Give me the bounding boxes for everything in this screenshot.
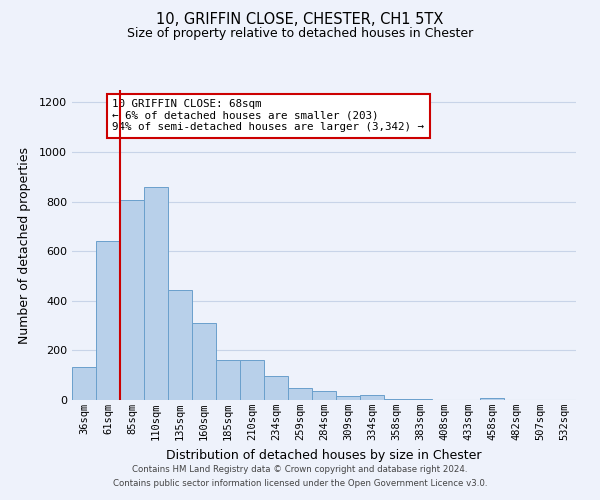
Bar (408, 399, 432, 400)
Bar (360, 394, 384, 400)
Bar (264, 376, 288, 400)
Text: 10 GRIFFIN CLOSE: 68sqm
← 6% of detached houses are smaller (203)
94% of semi-de: 10 GRIFFIN CLOSE: 68sqm ← 6% of detached… (112, 100, 424, 132)
Bar (144, 186, 168, 400)
Bar (288, 388, 312, 400)
Bar (216, 360, 240, 400)
Bar (336, 396, 360, 400)
Bar (384, 399, 408, 400)
X-axis label: Distribution of detached houses by size in Chester: Distribution of detached houses by size … (166, 448, 482, 462)
Bar (96, 242, 120, 400)
Text: 10, GRIFFIN CLOSE, CHESTER, CH1 5TX: 10, GRIFFIN CLOSE, CHESTER, CH1 5TX (157, 12, 443, 28)
Bar (72, 366, 96, 400)
Bar (192, 323, 216, 400)
Bar (480, 398, 504, 400)
Bar (312, 391, 336, 400)
Text: Size of property relative to detached houses in Chester: Size of property relative to detached ho… (127, 28, 473, 40)
Y-axis label: Number of detached properties: Number of detached properties (17, 146, 31, 344)
Bar (120, 200, 144, 400)
Text: Contains HM Land Registry data © Crown copyright and database right 2024.
Contai: Contains HM Land Registry data © Crown c… (113, 466, 487, 487)
Bar (240, 360, 264, 400)
Bar (168, 290, 192, 400)
